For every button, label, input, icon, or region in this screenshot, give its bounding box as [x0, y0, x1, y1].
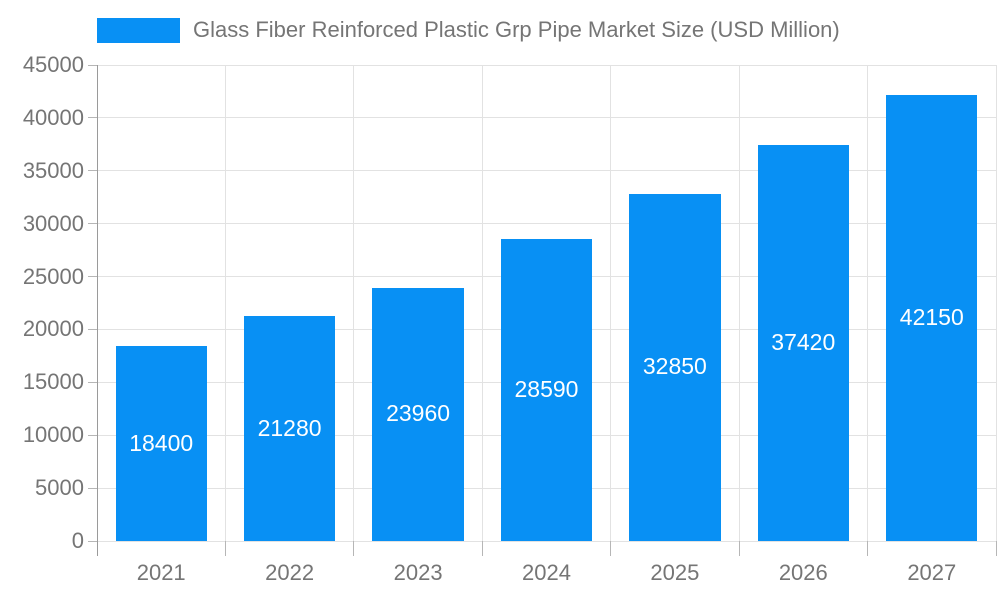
y-axis-label: 35000: [22, 157, 84, 183]
y-axis-tick: [88, 223, 97, 225]
y-axis-label: 45000: [22, 52, 84, 77]
x-axis-label: 2024: [522, 560, 571, 585]
x-gridline: [481, 65, 483, 541]
y-gridline: [97, 64, 996, 66]
y-axis-tick: [88, 64, 97, 66]
y-axis-label: 5000: [35, 475, 84, 501]
x-axis-tick: [96, 541, 98, 556]
x-axis-tick: [995, 541, 997, 556]
y-axis-label: 20000: [22, 316, 84, 342]
y-axis-label: 10000: [22, 422, 84, 448]
x-axis-label: 2027: [907, 560, 957, 585]
y-gridline: [97, 223, 996, 225]
x-gridline: [610, 65, 612, 541]
y-axis-label: 40000: [22, 104, 84, 130]
x-gridline: [867, 65, 869, 541]
x-gridline: [995, 65, 997, 541]
x-axis-label: 2025: [650, 560, 700, 585]
x-axis-tick: [353, 541, 355, 556]
x-axis-tick: [481, 541, 483, 556]
y-axis-tick: [88, 434, 97, 436]
bar[interactable]: [500, 238, 593, 541]
bar[interactable]: [243, 315, 336, 541]
y-axis-label: 30000: [22, 210, 84, 236]
y-gridline: [97, 540, 996, 542]
x-axis-tick: [738, 541, 740, 556]
x-axis-label: 2021: [136, 560, 186, 585]
y-axis-line: [96, 65, 98, 541]
y-axis-tick: [88, 170, 97, 172]
bar[interactable]: [886, 95, 978, 541]
y-axis-tick: [88, 487, 97, 489]
y-axis-tick: [88, 381, 97, 383]
legend-label: Glass Fiber Reinforced Plastic Grp Pipe …: [193, 17, 840, 42]
y-axis-label: 15000: [22, 369, 84, 395]
y-gridline: [97, 117, 996, 119]
x-axis-tick: [610, 541, 612, 556]
x-gridline: [738, 65, 740, 541]
bar[interactable]: [757, 145, 849, 541]
y-axis-tick: [88, 276, 97, 278]
x-axis-tick: [224, 541, 226, 556]
x-gridline: [353, 65, 355, 541]
y-axis-tick: [88, 328, 97, 330]
y-gridline: [97, 170, 996, 172]
y-axis-tick: [88, 540, 97, 542]
y-axis-label: 0: [71, 528, 84, 553]
x-axis-tick: [867, 541, 869, 556]
y-axis-label: 25000: [22, 263, 84, 289]
x-axis-label: 2022: [265, 560, 315, 585]
x-axis-label: 2026: [778, 560, 828, 585]
x-axis-label: 2023: [393, 560, 443, 585]
y-axis-tick: [88, 117, 97, 119]
x-gridline: [224, 65, 226, 541]
bar[interactable]: [115, 346, 207, 541]
bar[interactable]: [372, 287, 464, 541]
legend-item[interactable]: Glass Fiber Reinforced Plastic Grp Pipe …: [97, 17, 840, 43]
bar[interactable]: [629, 193, 721, 541]
legend-swatch-icon: [97, 17, 180, 43]
